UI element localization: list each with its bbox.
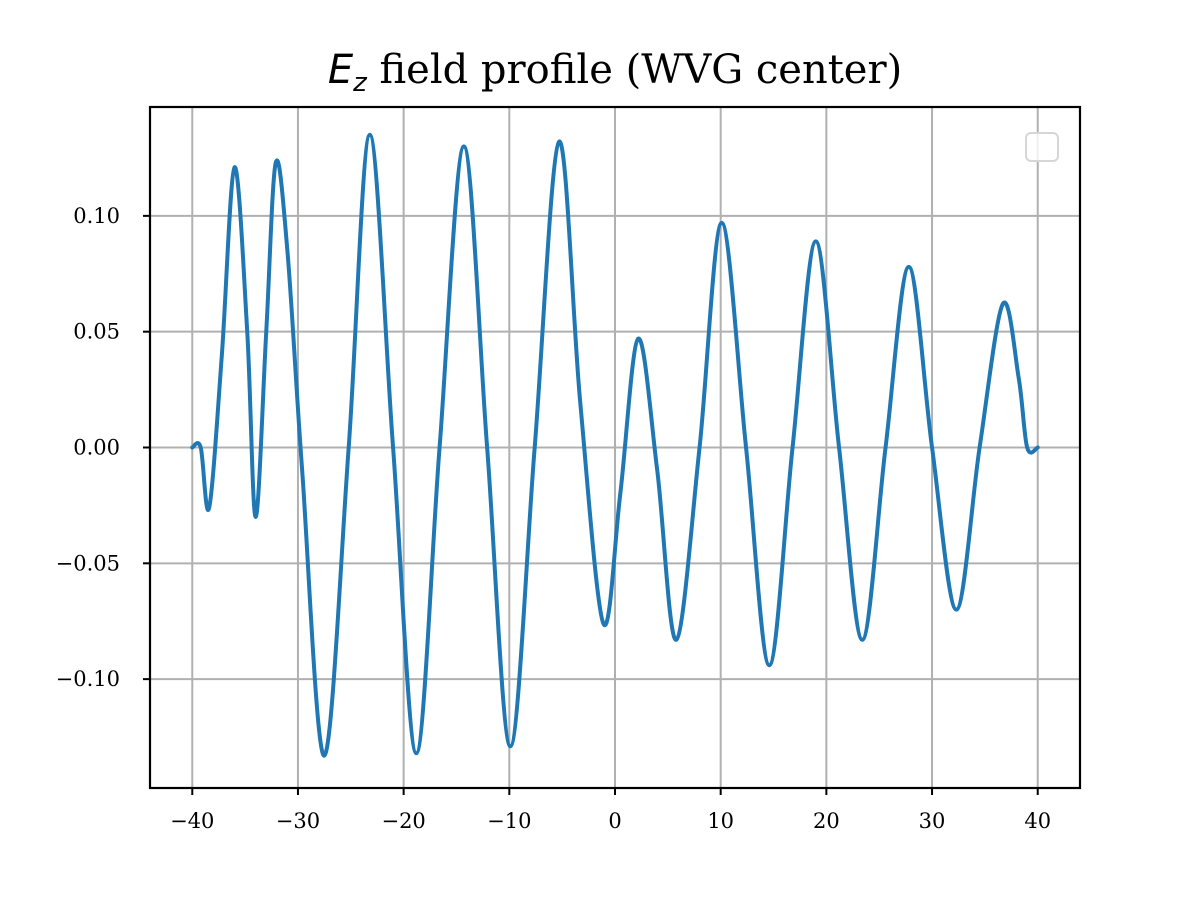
- x-tick-label: 0: [608, 809, 621, 833]
- x-tick-label: −20: [381, 809, 425, 833]
- chart-title: Ez field profile (WVG center): [328, 47, 902, 98]
- title-rest: field profile (WVG center): [367, 47, 902, 93]
- series-layer: [190, 132, 1040, 758]
- grid: [150, 107, 1080, 788]
- x-tick-label: 30: [919, 809, 946, 833]
- x-tick-label: −30: [276, 809, 320, 833]
- x-tick-label: 40: [1024, 809, 1051, 833]
- x-tick-label: 20: [813, 809, 840, 833]
- x-tick-label: −10: [487, 809, 531, 833]
- y-tick-label: 0.00: [73, 436, 120, 460]
- x-axis: −40 −30 −20 −10 0 10 20 30 40: [170, 788, 1051, 833]
- y-tick-label: −0.05: [56, 551, 120, 575]
- y-tick-label: 0.10: [73, 204, 120, 228]
- y-tick-label: −0.10: [56, 667, 120, 691]
- series-line: [190, 132, 1040, 758]
- legend-box: [1025, 132, 1059, 162]
- title-symbol: E: [328, 47, 354, 93]
- title-subscript: z: [352, 68, 368, 98]
- y-axis: −0.10 −0.05 0.00 0.05 0.10: [56, 204, 150, 691]
- y-tick-label: 0.05: [73, 320, 120, 344]
- x-tick-label: 10: [707, 809, 734, 833]
- x-tick-label: −40: [170, 809, 214, 833]
